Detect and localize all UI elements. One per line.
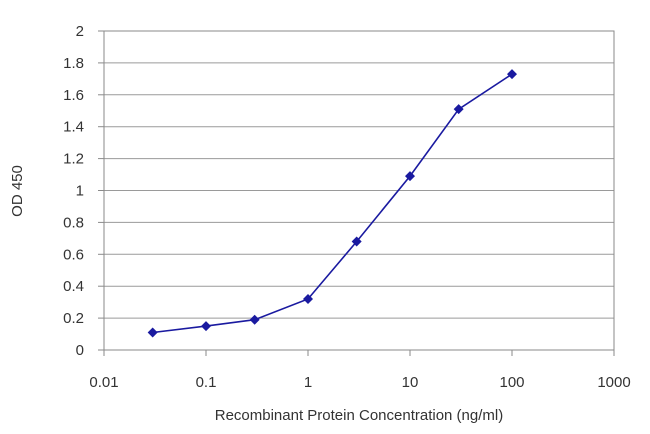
x-tick-label: 1 — [304, 374, 312, 391]
data-point-marker — [405, 171, 415, 182]
x-tick-label: 10 — [402, 374, 419, 391]
data-point-marker — [249, 314, 260, 325]
y-axis-title: OD 450 — [9, 165, 26, 217]
data-point-marker — [303, 293, 313, 304]
x-tick-label: 1000 — [597, 374, 630, 391]
x-axis-ticks: 0.01 0.1 1 10 100 1000 — [89, 350, 631, 391]
data-point-marker — [147, 327, 158, 338]
y-tick-label: 1 — [76, 183, 84, 200]
y-tick-label: 0.8 — [63, 214, 84, 231]
y-tick-label: 0.2 — [63, 310, 84, 327]
x-axis-title: Recombinant Protein Concentration (ng/ml… — [215, 407, 503, 424]
data-point-marker — [351, 236, 362, 247]
x-tick-label: 100 — [499, 374, 524, 391]
data-point-marker — [453, 104, 464, 115]
y-tick-label: 0.6 — [63, 246, 84, 263]
y-tick-label: 1.2 — [63, 151, 84, 168]
data-point-marker — [507, 69, 517, 80]
series-layer — [147, 69, 517, 338]
gridlines — [104, 62, 614, 319]
x-tick-label: 0.01 — [89, 374, 118, 391]
series-line — [152, 73, 513, 334]
y-tick-label: 0 — [76, 342, 84, 359]
y-tick-label: 1.6 — [63, 87, 84, 104]
y-tick-label: 2 — [76, 23, 84, 40]
y-tick-label: 1.4 — [63, 119, 84, 136]
x-tick-label: 0.1 — [196, 374, 217, 391]
y-tick-label: 1.8 — [63, 55, 84, 72]
data-point-marker — [201, 321, 211, 332]
y-axis-ticks: 0 0.2 0.4 0.6 0.8 1 1.2 1.4 1.6 1.8 2 — [63, 23, 104, 359]
y-tick-label: 0.4 — [63, 278, 84, 295]
